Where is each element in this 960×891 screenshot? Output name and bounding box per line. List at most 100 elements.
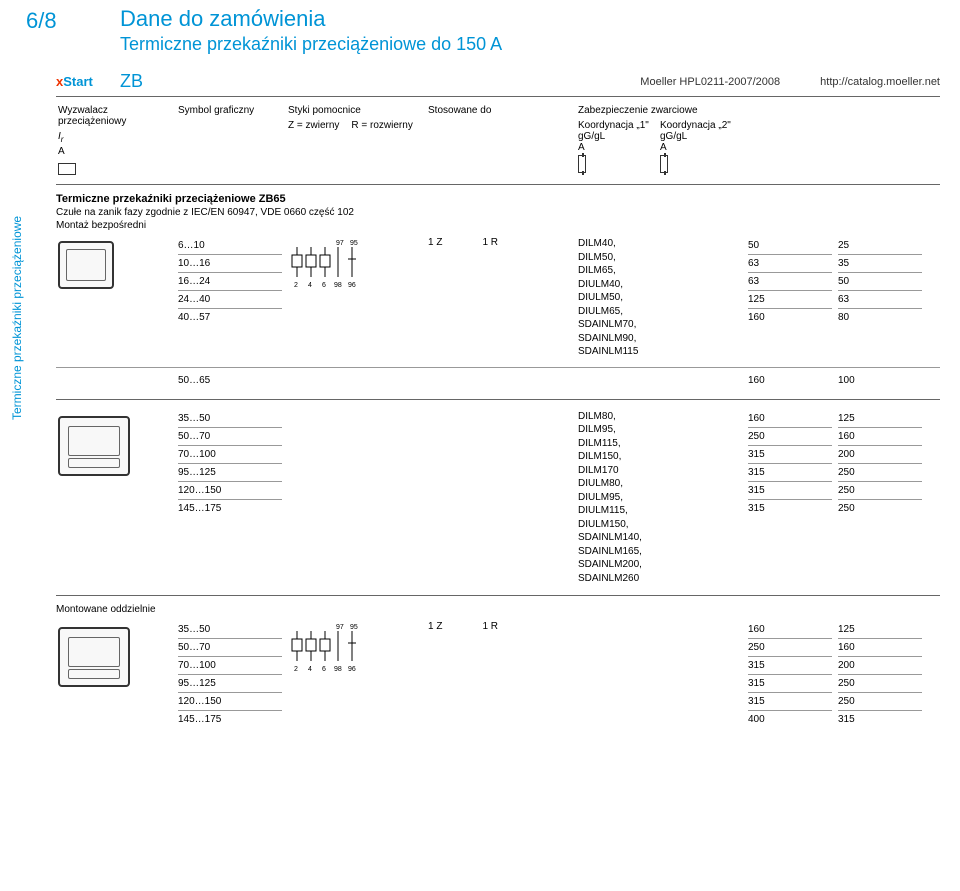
range-value: 35…50 [178,621,282,638]
page-subtitle: Termiczne przekaźniki przeciążeniowe do … [120,34,960,55]
svg-text:95: 95 [350,240,358,247]
k2-value: 125 [838,410,922,427]
fuse-icon [578,155,586,173]
k2-value: 50 [838,272,922,290]
assoc-item: DILM150, [578,450,742,464]
k2-value: 250 [838,674,922,692]
k1-value: 63 [748,254,832,272]
svg-text:98: 98 [334,666,342,673]
k2-value: 160 [838,427,922,445]
k1-value: 160 [748,410,832,427]
header-row: xStart ZB Moeller HPL0211-2007/2008 http… [56,71,940,97]
assoc-item: SDAINLM140, [578,531,742,545]
range-value: 145…175 [178,499,282,517]
relay-icon [58,241,114,289]
assoc-item: SDAINLM90, [578,332,742,346]
svg-text:97: 97 [336,624,344,631]
k1-value: 400 [748,710,832,728]
k2-value: 250 [838,463,922,481]
side-label: Termiczne przekaźniki przeciążeniowe [10,216,24,420]
assoc-item: DILM65, [578,264,742,278]
range-value: 50…70 [178,638,282,656]
fuse-icon [660,155,668,173]
k2-value: 35 [838,254,922,272]
assoc-item: DILM40, [578,237,742,251]
assoc-item: DIULM40, [578,278,742,292]
svg-text:2: 2 [294,282,298,289]
assoc-item: SDAINLM200, [578,558,742,572]
assoc-item: SDAINLM115 [578,345,742,359]
range-value: 95…125 [178,674,282,692]
assoc-item: SDAINLM165, [578,545,742,559]
k1-value: 315 [748,656,832,674]
brand-logo: xStart [56,74,120,89]
assoc-item: DIULM80, [578,477,742,491]
section-title-zb65: Termiczne przekaźniki przeciążeniowe ZB6… [56,193,940,205]
range-value: 35…50 [178,410,282,427]
k2-value: 80 [838,308,922,326]
assoc-item: DILM95, [578,423,742,437]
k1-value: 315 [748,445,832,463]
range-value: 120…150 [178,481,282,499]
range-value: 24…40 [178,290,282,308]
svg-text:4: 4 [308,666,312,673]
svg-text:2: 2 [294,666,298,673]
svg-text:4: 4 [308,282,312,289]
k1-value: 250 [748,427,832,445]
range-symbol-icon [58,163,76,175]
k1-value: 250 [748,638,832,656]
k1-value: 125 [748,290,832,308]
block3-table: 35…5050…7070…10095…125120…150145…175 97 … [56,619,940,730]
zb65-table: 6…1010…1616…2424…4040…57 97 95 2 4 6 98 … [56,235,940,361]
catalog-code: Moeller HPL0211-2007/2008 [640,76,780,88]
k1-value: 160 [748,308,832,326]
range-value: 50…70 [178,427,282,445]
k1-value: 315 [748,463,832,481]
k2-value: 200 [838,445,922,463]
block3-title: Montowane oddzielnie [56,604,940,615]
svg-text:97: 97 [336,240,344,247]
svg-text:96: 96 [348,282,356,289]
series-label: ZB [120,71,240,92]
range-value: 145…175 [178,710,282,728]
title-block: Dane do zamówienia Termiczne przekaźniki… [120,0,960,55]
section-sub: Czułe na zanik fazy zgodnie z IEC/EN 609… [56,207,940,218]
svg-text:6: 6 [322,666,326,673]
assoc-item: DILM170 [578,464,742,478]
k2-value: 315 [838,710,922,728]
k1-value: 315 [748,499,832,517]
k1-value: 50 [748,237,832,254]
section-sub2: Montaż bezpośredni [56,220,940,231]
page-number: 6/8 [26,8,57,34]
range-value: 95…125 [178,463,282,481]
k2-value: 125 [838,621,922,638]
range-value: 6…10 [178,237,282,254]
k1-value: 63 [748,272,832,290]
k1-value: 315 [748,481,832,499]
k2-value: 250 [838,481,922,499]
range-value: 120…150 [178,692,282,710]
range-value: 10…16 [178,254,282,272]
svg-text:6: 6 [322,282,326,289]
svg-text:98: 98 [334,282,342,289]
column-headers: Wyzwalacz przeciążeniowy IrA Symbol graf… [56,97,940,185]
k1-value: 315 [748,674,832,692]
k2-value: 63 [838,290,922,308]
svg-text:95: 95 [350,624,358,631]
catalog-url: http://catalog.moeller.net [820,76,940,88]
range-value: 16…24 [178,272,282,290]
assoc-item: SDAINLM260 [578,572,742,586]
page-title: Dane do zamówienia [120,6,960,32]
svg-text:96: 96 [348,666,356,673]
assoc-item: DIULM115, [578,504,742,518]
assoc-item: DIULM50, [578,291,742,305]
k2-value: 200 [838,656,922,674]
k1-value: 160 [748,621,832,638]
assoc-item: DIULM65, [578,305,742,319]
assoc-item: DILM50, [578,251,742,265]
relay-icon [58,416,130,476]
assoc-item: SDAINLM70, [578,318,742,332]
assoc-item: DILM80, [578,410,742,424]
assoc-item: DILM115, [578,437,742,451]
assoc-item: DIULM150, [578,518,742,532]
